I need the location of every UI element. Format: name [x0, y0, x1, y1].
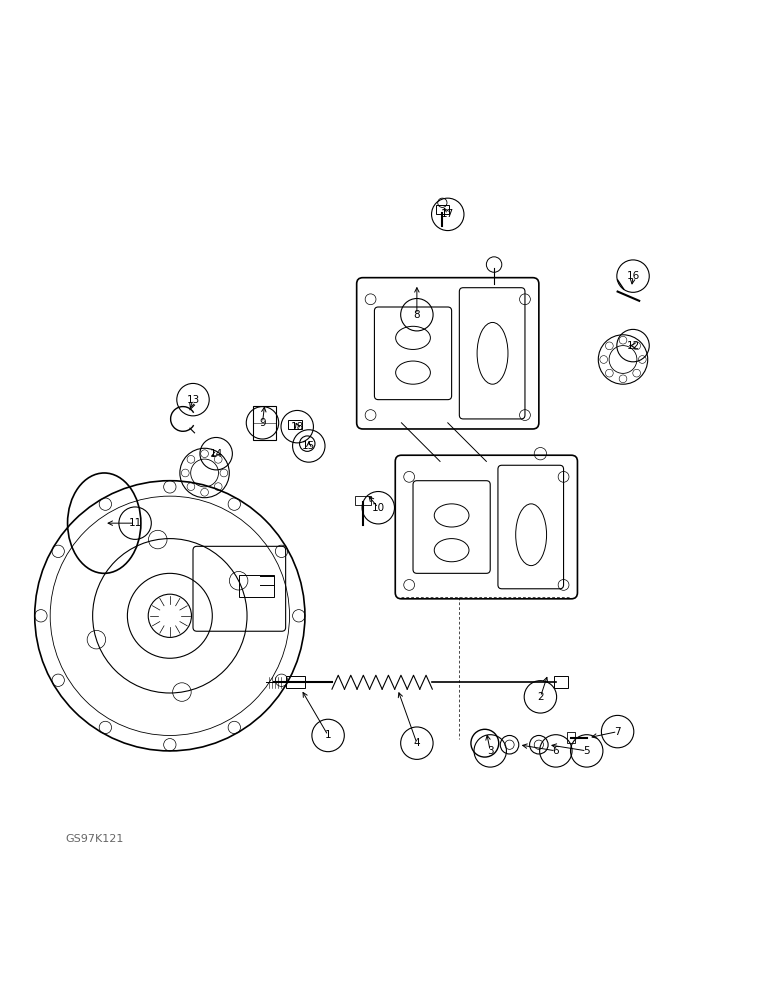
- Text: 10: 10: [371, 503, 385, 513]
- Text: 6: 6: [553, 746, 559, 756]
- Text: 3: 3: [487, 746, 493, 756]
- Text: 11: 11: [128, 518, 142, 528]
- Text: 4: 4: [414, 738, 420, 748]
- Text: 5: 5: [584, 746, 590, 756]
- Bar: [253, 406, 276, 440]
- Text: 13: 13: [186, 395, 200, 405]
- Bar: [239, 575, 274, 596]
- Bar: [355, 496, 371, 505]
- Bar: [554, 676, 568, 688]
- Text: 1: 1: [325, 730, 331, 740]
- Bar: [288, 420, 302, 429]
- Text: GS97K121: GS97K121: [66, 834, 124, 844]
- Text: 8: 8: [414, 310, 420, 320]
- Text: 16: 16: [626, 271, 640, 281]
- Text: 15: 15: [302, 441, 316, 451]
- Text: 9: 9: [259, 418, 266, 428]
- Text: 12: 12: [626, 341, 640, 351]
- Bar: [567, 732, 575, 743]
- Text: 7: 7: [615, 727, 621, 737]
- Text: 14: 14: [209, 449, 223, 459]
- Text: 2: 2: [537, 692, 543, 702]
- Text: 18: 18: [290, 422, 304, 432]
- Bar: [286, 676, 305, 688]
- Bar: [436, 205, 449, 214]
- Text: 17: 17: [441, 209, 455, 219]
